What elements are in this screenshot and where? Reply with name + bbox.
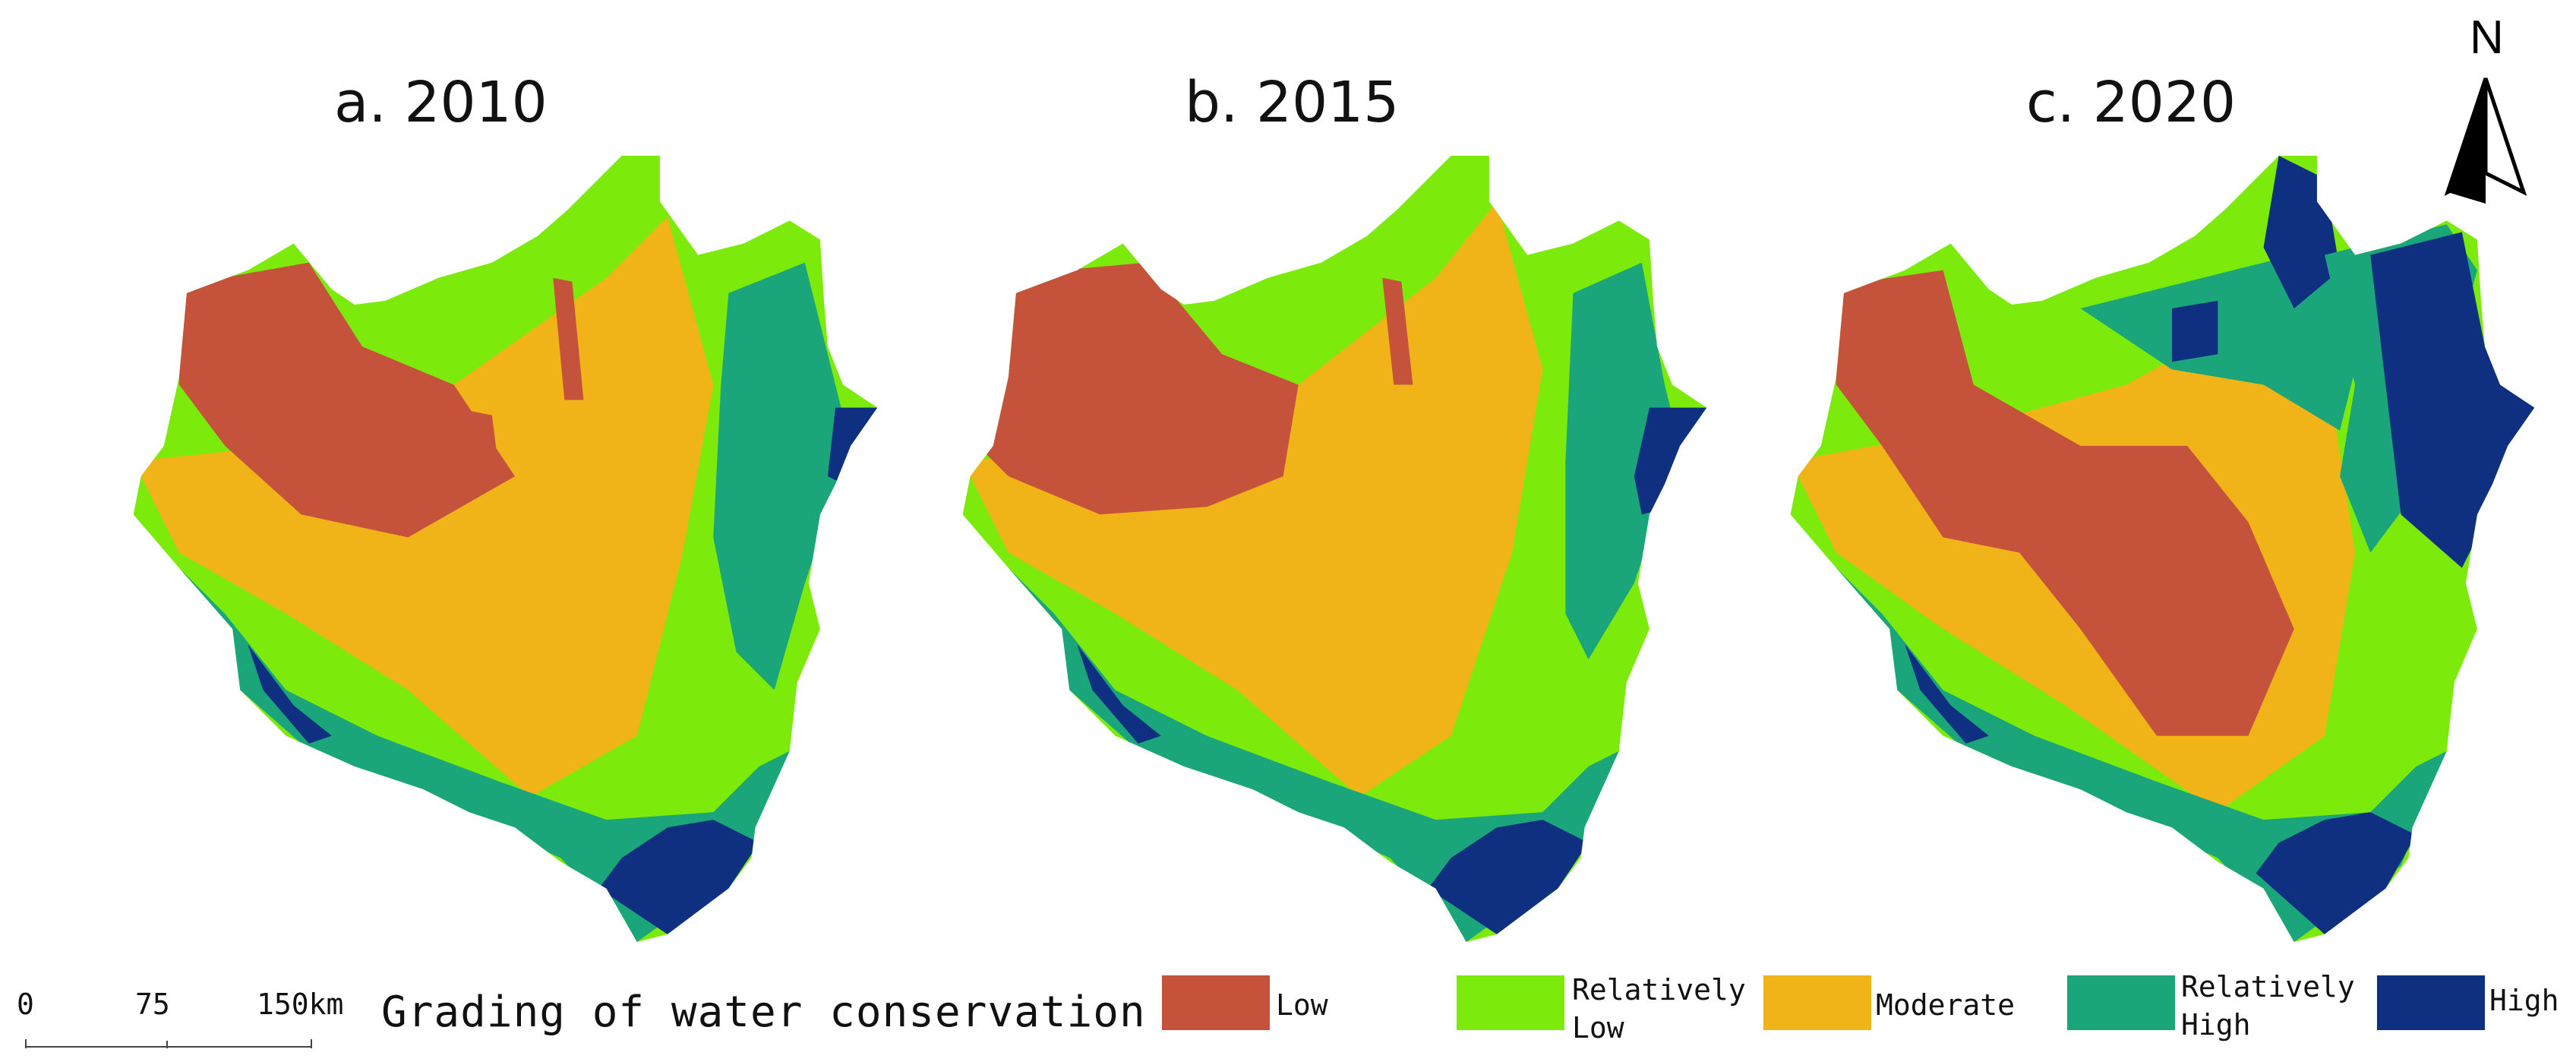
legend-label-relatively-low: Relatively Low	[1572, 973, 1746, 1045]
legend-label-moderate: Moderate	[1876, 988, 2016, 1022]
north-arrow-icon	[2444, 77, 2527, 204]
legend-label-high: High	[2489, 984, 2559, 1017]
legend-swatch-relatively-low	[1457, 975, 1564, 1030]
legend-swatch-high	[2377, 975, 2485, 1030]
legend-swatch-low	[1162, 975, 1270, 1030]
panel-title-2020: c. 2020	[2026, 70, 2237, 135]
legend-title: Grading of water conservation	[381, 988, 1146, 1037]
scale-tick-0: 0	[17, 988, 34, 1021]
legend-label-relatively-high: Relatively High	[2181, 970, 2355, 1041]
map-2015	[962, 156, 1707, 942]
legend-label-low: Low	[1276, 988, 1328, 1022]
scale-tick-150: 150km	[257, 988, 344, 1021]
legend-swatch-moderate	[1763, 975, 1871, 1030]
map-2010	[133, 156, 878, 942]
scale-tick-75: 75	[135, 988, 170, 1021]
north-label: N	[2470, 11, 2504, 64]
panel-title-2015: b. 2015	[1185, 70, 1400, 135]
legend-swatch-relatively-high	[2067, 975, 2175, 1030]
map-2020	[1790, 156, 2535, 942]
scale-bar	[25, 1039, 312, 1048]
panel-title-2010: a. 2010	[334, 70, 548, 135]
